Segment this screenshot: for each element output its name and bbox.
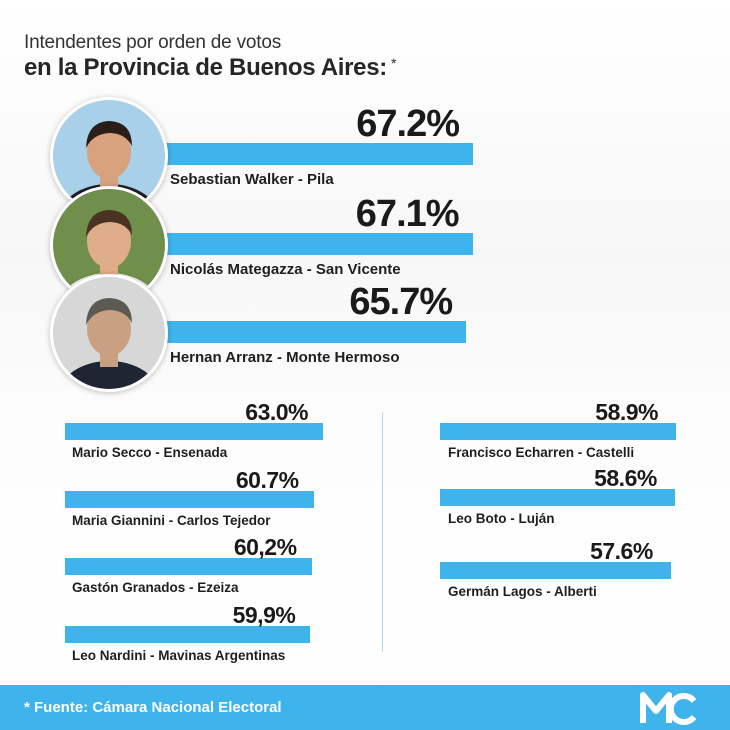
- person-portrait-icon: [53, 189, 165, 301]
- mc-logo: [640, 689, 698, 727]
- category-label: Mario Secco - Ensenada: [72, 445, 228, 460]
- bar: [65, 626, 311, 643]
- value-label: 59,9%: [232, 602, 296, 628]
- value-label: 65.7%: [349, 281, 453, 323]
- category-label: Leo Nardini - Mavinas Argentinas: [72, 648, 286, 663]
- mc-logo-mark: [640, 692, 697, 725]
- category-label: Maria Giannini - Carlos Tejedor: [72, 513, 271, 528]
- avatar: [50, 274, 168, 392]
- column-divider: [382, 412, 383, 652]
- category-label: Francisco Echarren - Castelli: [448, 445, 635, 460]
- category-label: Gastón Granados - Ezeiza: [72, 580, 239, 595]
- category-label: Sebastian Walker - Pila: [170, 171, 334, 188]
- bar: [65, 491, 314, 508]
- bar: [165, 233, 473, 255]
- value-label: 57.6%: [590, 538, 653, 564]
- bar: [165, 321, 467, 343]
- value-label: 67.1%: [355, 193, 460, 235]
- title-line-2-text: en la Provincia de Buenos Aires:: [24, 54, 387, 81]
- category-label: Nicolás Mategazza - San Vicente: [170, 261, 401, 278]
- title-line-2: en la Provincia de Buenos Aires: *: [24, 54, 396, 82]
- value-label: 60,2%: [233, 534, 297, 560]
- category-label: Hernan Arranz - Monte Hermoso: [170, 349, 400, 366]
- bar: [65, 558, 312, 575]
- value-label: 60.7%: [235, 467, 299, 493]
- category-label: Germán Lagos - Alberti: [448, 584, 597, 599]
- value-label: 63.0%: [245, 399, 308, 425]
- bar: [440, 423, 676, 440]
- bar: [440, 562, 671, 579]
- title-line-1: Intendentes por orden de votos: [24, 32, 282, 53]
- value-label: 58.9%: [595, 399, 658, 425]
- person-portrait-icon: [53, 277, 165, 389]
- bar: [65, 423, 323, 440]
- category-label: Leo Boto - Luján: [448, 511, 555, 526]
- footer: * Fuente: Cámara Nacional Electoral: [0, 685, 730, 730]
- footer-source: * Fuente: Cámara Nacional Electoral: [24, 699, 282, 716]
- value-label: 58.6%: [594, 465, 657, 491]
- avatar: [50, 186, 168, 304]
- value-label: 67.2%: [356, 103, 460, 145]
- title-asterisk: *: [390, 55, 397, 71]
- bar: [165, 143, 473, 165]
- bar: [440, 489, 675, 506]
